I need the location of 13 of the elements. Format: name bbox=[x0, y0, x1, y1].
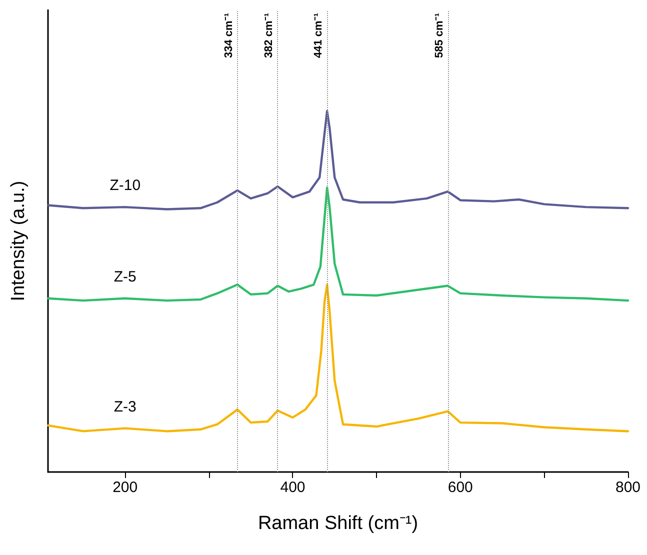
series-label: Z-3 bbox=[114, 398, 136, 416]
x-axis-title: Raman Shift (cm⁻¹) bbox=[258, 513, 418, 534]
x-tick-label: 400 bbox=[280, 479, 306, 496]
series-label: Z-10 bbox=[110, 177, 141, 194]
ref-line-label: 334 cm⁻¹ bbox=[222, 12, 235, 58]
ref-line-label: 585 cm⁻¹ bbox=[433, 12, 446, 58]
ref-line-label: 441 cm⁻¹ bbox=[312, 12, 325, 58]
ref-line-label: 382 cm⁻¹ bbox=[263, 12, 276, 58]
series-label: Z-5 bbox=[114, 268, 136, 286]
x-tick-label: 200 bbox=[112, 479, 138, 496]
x-tick-label: 600 bbox=[448, 479, 473, 496]
x-tick-label: 800 bbox=[615, 479, 641, 496]
y-axis-title: Intensity (a.u.) bbox=[8, 180, 29, 302]
